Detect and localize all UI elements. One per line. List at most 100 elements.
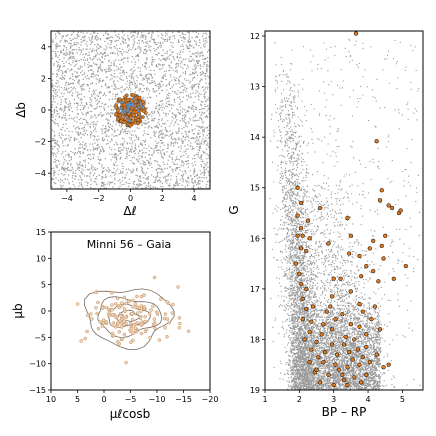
sky-field-star bbox=[149, 157, 151, 160]
sky-field-star bbox=[92, 73, 94, 75]
sky-field-star bbox=[143, 152, 145, 154]
sky-field-star bbox=[70, 57, 72, 59]
sky-field-star bbox=[97, 156, 99, 158]
sky-field-star bbox=[98, 81, 100, 84]
sky-field-star bbox=[76, 116, 78, 118]
sky-field-star bbox=[184, 139, 186, 141]
cmd-field-star bbox=[309, 329, 312, 331]
sky-field-star bbox=[82, 84, 84, 86]
sky-field-star bbox=[163, 58, 165, 60]
sky-field-star bbox=[192, 108, 194, 110]
sky-field-star bbox=[91, 59, 94, 61]
sky-field-star bbox=[160, 180, 162, 183]
sky-field-star bbox=[144, 101, 146, 103]
cmd-field-star bbox=[294, 321, 296, 323]
sky-field-star bbox=[114, 88, 116, 91]
sky-field-star bbox=[201, 113, 203, 115]
sky-field-star bbox=[203, 89, 205, 92]
sky-field-star bbox=[180, 147, 182, 149]
pm-point bbox=[139, 304, 144, 308]
sky-field-star bbox=[69, 70, 71, 72]
cmd-field-star bbox=[301, 286, 303, 288]
sky-field-star bbox=[200, 115, 202, 117]
sky-field-star bbox=[170, 175, 172, 177]
cmd-field-star bbox=[312, 274, 314, 276]
sky-member-star bbox=[137, 95, 142, 100]
cmd-field-star bbox=[290, 247, 292, 249]
cmd-field-star bbox=[305, 372, 307, 374]
sky-field-star bbox=[150, 187, 152, 189]
sky-field-star bbox=[135, 186, 137, 188]
cmd-field-star bbox=[297, 179, 299, 181]
sky-field-star bbox=[99, 39, 102, 41]
sky-field-star bbox=[157, 142, 160, 144]
cmd-field-star bbox=[289, 328, 292, 330]
sky-field-star bbox=[86, 112, 88, 114]
sky-field-star bbox=[172, 153, 174, 155]
sky-field-star bbox=[159, 172, 161, 174]
sky-field-star bbox=[199, 65, 202, 67]
sky-field-star bbox=[108, 171, 110, 173]
sky-field-star bbox=[127, 147, 129, 149]
pm-point bbox=[111, 321, 116, 325]
sky-field-star bbox=[88, 87, 91, 89]
sky-field-star bbox=[121, 86, 123, 88]
cmd-field-star bbox=[290, 133, 293, 136]
sky-field-star bbox=[101, 145, 103, 148]
cmd-field-star bbox=[286, 194, 288, 196]
sky-field-star bbox=[198, 149, 201, 152]
sky-field-star bbox=[114, 153, 117, 155]
sky-field-star bbox=[204, 106, 206, 108]
sky-field-star bbox=[80, 98, 82, 100]
sky-field-star bbox=[168, 69, 171, 71]
sky-field-star bbox=[86, 78, 88, 80]
sky-field-star bbox=[54, 101, 56, 103]
sky-field-star bbox=[63, 49, 65, 52]
sky-field-star bbox=[168, 104, 171, 106]
sky-field-star bbox=[110, 40, 112, 42]
sky-field-star bbox=[119, 77, 121, 79]
sky-field-star bbox=[165, 70, 167, 72]
sky-field-star bbox=[180, 36, 182, 39]
sky-field-star bbox=[136, 84, 138, 86]
sky-field-star bbox=[163, 153, 165, 155]
sky-field-star bbox=[198, 60, 201, 62]
sky-field-star bbox=[159, 133, 162, 136]
cmd-field-star bbox=[291, 105, 293, 107]
sky-field-star bbox=[184, 136, 186, 139]
sky-field-star bbox=[203, 58, 205, 60]
sky-field-star bbox=[67, 34, 69, 36]
sky-field-star bbox=[199, 135, 201, 138]
sky-field-star bbox=[167, 97, 169, 100]
cmd-field-star bbox=[283, 300, 285, 302]
sky-field-star bbox=[60, 92, 63, 94]
pm-point bbox=[162, 316, 167, 321]
sky-field-star bbox=[184, 170, 186, 173]
sky-field-star bbox=[105, 128, 107, 130]
sky-field-star bbox=[55, 60, 58, 63]
sky-field-star bbox=[68, 153, 70, 156]
sky-field-star bbox=[147, 162, 150, 164]
cmd-field-star bbox=[281, 326, 283, 329]
sky-field-star bbox=[171, 79, 173, 81]
cmd-field-star bbox=[298, 318, 300, 320]
sky-field-star bbox=[161, 136, 163, 138]
sky-field-star bbox=[169, 130, 171, 132]
sky-field-star bbox=[53, 87, 55, 90]
sky-field-star bbox=[98, 100, 101, 102]
sky-field-star bbox=[181, 140, 183, 143]
sky-field-star bbox=[89, 149, 92, 151]
sky-field-star bbox=[158, 167, 160, 170]
sky-member-core-star bbox=[137, 109, 140, 113]
sky-field-star bbox=[65, 160, 67, 162]
cmd-field-star bbox=[293, 256, 295, 258]
sky-field-star bbox=[191, 129, 194, 131]
sky-field-star bbox=[89, 123, 91, 125]
sky-field-star bbox=[204, 32, 206, 34]
sky-field-star bbox=[187, 106, 189, 108]
sky-field-star bbox=[93, 108, 95, 110]
cmd-field-star bbox=[298, 84, 300, 86]
sky-field-star bbox=[81, 164, 84, 166]
cmd-field-star bbox=[307, 260, 309, 263]
sky-field-star bbox=[173, 59, 175, 61]
